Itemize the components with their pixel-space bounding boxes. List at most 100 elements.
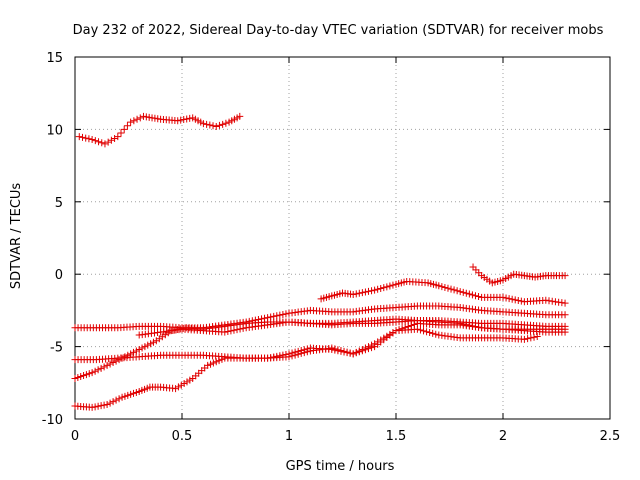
x-tick-label: 0 [71, 429, 79, 444]
data-point [450, 286, 458, 294]
y-tick-label: -5 [50, 341, 63, 356]
data-point [186, 114, 194, 122]
data-point [104, 138, 112, 146]
data-point [371, 286, 379, 294]
data-point [257, 315, 265, 323]
data-point [520, 335, 528, 343]
data-point [124, 351, 132, 359]
data-point [395, 326, 403, 334]
data-point [94, 366, 102, 374]
data-point [97, 364, 105, 372]
data-point [465, 321, 473, 329]
data-point [438, 283, 446, 291]
data-point [383, 283, 391, 291]
data-point [109, 398, 117, 406]
y-axis-label: SDTVAR / TECUs [9, 183, 24, 290]
data-point [364, 287, 372, 295]
data-point [426, 329, 434, 337]
data-point [514, 296, 522, 304]
data-point [127, 390, 135, 398]
data-point [82, 134, 90, 142]
data-point [129, 389, 137, 397]
data-point [361, 346, 369, 354]
data-point [135, 345, 143, 353]
data-point [368, 344, 376, 352]
data-point [111, 134, 119, 142]
data-point [471, 292, 479, 300]
data-point [511, 296, 519, 304]
data-point [248, 317, 256, 325]
data-point [352, 290, 360, 298]
data-point [103, 361, 111, 369]
data-point [103, 401, 111, 409]
data-point [352, 349, 360, 357]
data-point [209, 359, 217, 367]
data-point [380, 284, 388, 292]
data-point [346, 349, 354, 357]
data-point [251, 316, 259, 324]
series-arc-8 [135, 317, 569, 339]
data-point [508, 295, 516, 303]
data-point [527, 334, 535, 342]
data-point [121, 353, 129, 361]
data-point [561, 311, 569, 319]
x-axis-label: GPS time / hours [286, 459, 395, 474]
data-point [303, 348, 311, 356]
data-point [91, 137, 99, 145]
data-point [294, 350, 302, 358]
data-point [331, 345, 339, 353]
data-point [115, 356, 123, 364]
data-point [133, 115, 141, 123]
data-point [106, 360, 114, 368]
data-point [285, 353, 293, 361]
data-point [423, 328, 431, 336]
data-point [472, 266, 480, 274]
data-point [435, 282, 443, 290]
data-point [349, 290, 357, 298]
plot-frame [74, 56, 611, 420]
data-point [112, 357, 120, 365]
data-point [186, 376, 194, 384]
data-point [444, 284, 452, 292]
x-tick-label: 1.5 [386, 429, 407, 444]
data-point [355, 289, 363, 297]
data-point [386, 282, 394, 290]
data-point [177, 381, 185, 389]
data-point [358, 289, 366, 297]
data-point [149, 338, 157, 346]
data-point [132, 347, 140, 355]
data-point [147, 340, 155, 348]
data-point [264, 314, 272, 322]
data-point [561, 272, 569, 280]
data-point [364, 345, 372, 353]
data-point [172, 385, 180, 393]
data-point [377, 284, 385, 292]
series-arc-7 [469, 263, 569, 287]
data-point [245, 317, 253, 325]
data-point [468, 322, 476, 330]
data-point [88, 136, 96, 144]
data-point [462, 321, 470, 329]
data-point [71, 374, 79, 382]
data-point [124, 391, 132, 399]
data-point [177, 116, 185, 124]
data-point [456, 288, 464, 296]
data-point [334, 346, 342, 354]
data-point [141, 343, 149, 351]
data-point [219, 120, 227, 128]
data-point [368, 287, 376, 295]
data-point [561, 299, 569, 307]
data-point [114, 133, 122, 141]
data-point [505, 295, 513, 303]
data-point [101, 140, 109, 148]
data-point [180, 116, 188, 124]
data-point [462, 289, 470, 297]
data-point [212, 123, 220, 131]
data-point [218, 355, 226, 363]
data-point [224, 327, 232, 335]
data-point [398, 325, 406, 333]
data-point [358, 347, 366, 355]
data-point [468, 291, 476, 299]
data-point [432, 330, 440, 338]
data-point [236, 325, 244, 333]
